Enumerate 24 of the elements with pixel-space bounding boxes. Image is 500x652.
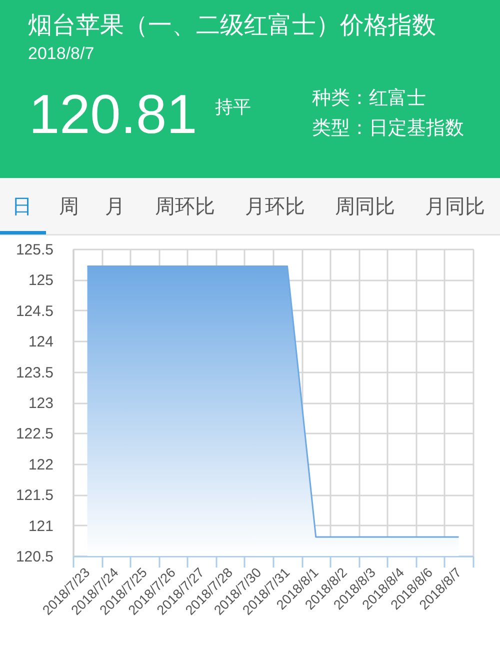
y-tick-label: 122: [28, 456, 54, 474]
y-tick-label: 123.5: [16, 364, 54, 382]
text: 种类：红富士: [312, 87, 426, 109]
text: 日: [12, 196, 32, 218]
y-tick-label: 125: [28, 272, 54, 290]
text: 周: [59, 196, 79, 218]
y-tick-label: 121.5: [16, 487, 54, 504]
text: 持平: [215, 97, 251, 117]
text: 月环比: [245, 196, 305, 218]
y-tick-label: 122.5: [16, 426, 54, 443]
chart-subtitle: 2018/8/7: [28, 44, 94, 63]
text: 周同比: [335, 196, 395, 218]
text: 120.81: [29, 83, 198, 145]
chart-title: 烟台苹果（一、二级红富士）价格指数: [28, 12, 436, 39]
y-tick-label: 124: [28, 334, 54, 351]
text: 月: [105, 196, 125, 218]
text: 周环比: [155, 196, 215, 218]
text: 类型：日定基指数: [312, 117, 464, 139]
y-tick-label: 124.5: [16, 302, 54, 320]
text: 月同比: [425, 196, 485, 218]
y-tick-label: 125.5: [16, 242, 54, 258]
y-tick-label: 123: [28, 395, 54, 412]
y-tick-label: 121: [28, 518, 54, 535]
y-tick-label: 120.5: [16, 548, 54, 566]
